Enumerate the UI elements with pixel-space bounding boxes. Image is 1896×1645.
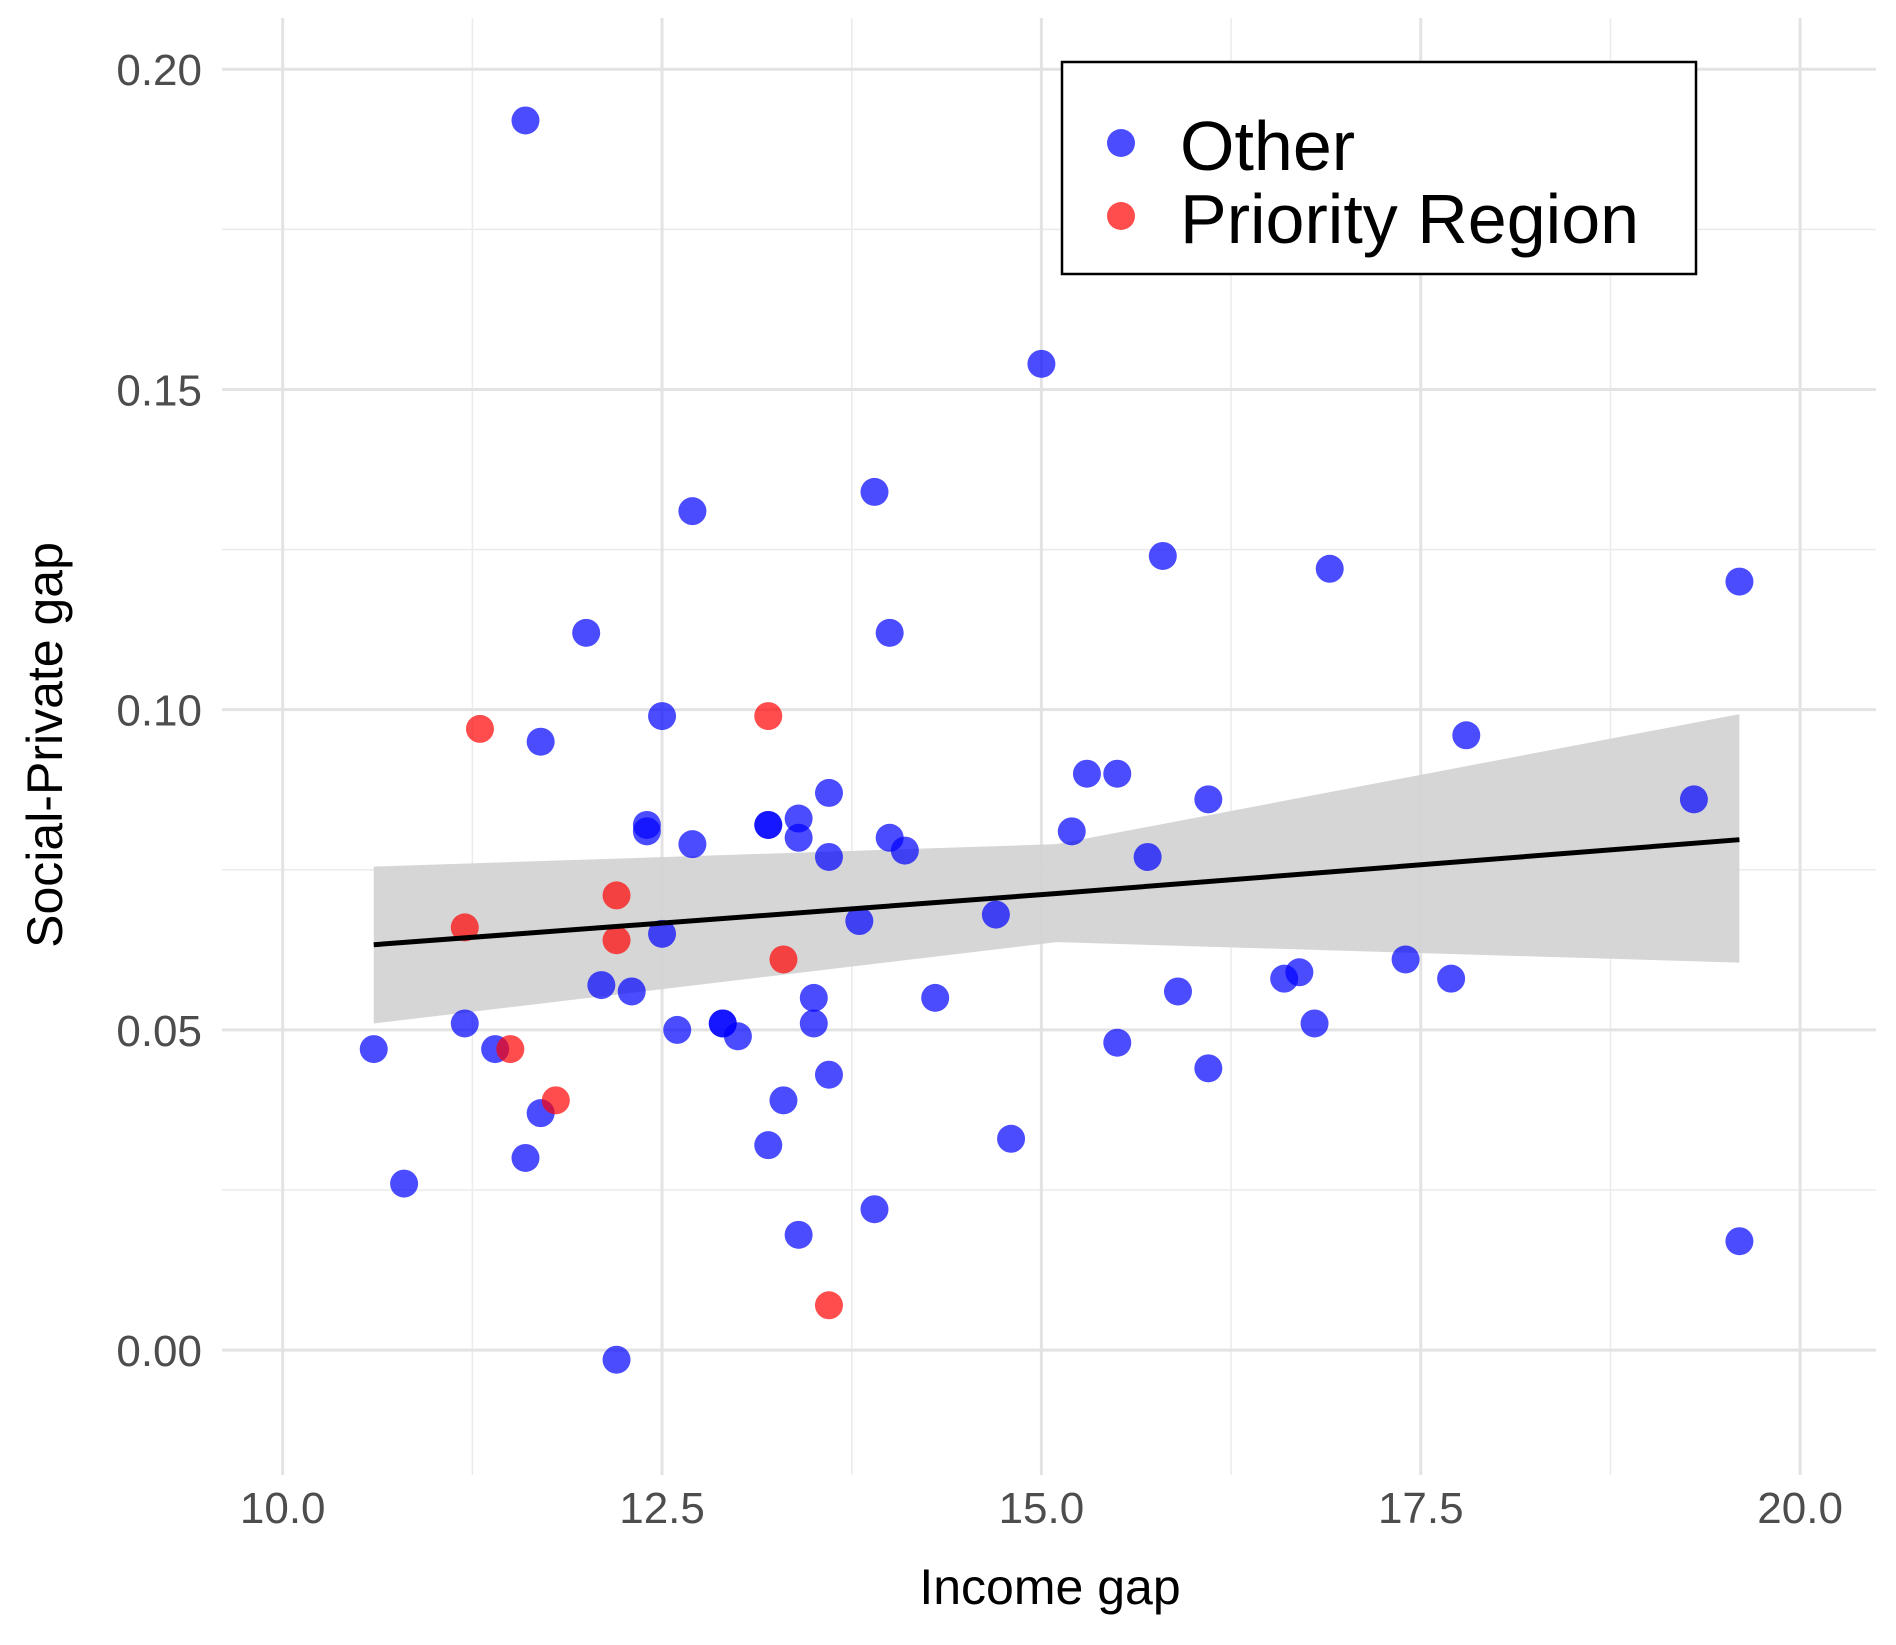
data-point-other [572,618,601,647]
data-point-other [784,823,813,852]
y-tick-label: 0.10 [116,687,202,736]
data-point-other [1437,964,1466,993]
data-point-other [1725,1227,1754,1256]
data-point-other [1103,759,1132,788]
data-point-other [663,1015,692,1044]
data-point-other [754,810,783,839]
data-point-other [1057,817,1086,846]
legend-key-other [1107,129,1135,157]
data-point-other [875,618,904,647]
data-point-other [359,1035,388,1064]
data-point-other [890,836,919,865]
data-point-other [678,497,707,526]
legend-label-priority-region: Priority Region [1180,180,1639,258]
data-point-other [1285,958,1314,987]
data-point-other [1194,785,1223,814]
data-point-other [814,1060,843,1089]
data-point-other [1725,567,1754,596]
y-tick-label: 0.00 [116,1327,202,1376]
data-point-other [769,1086,798,1115]
data-point-other [754,1131,783,1160]
legend-label-other: Other [1180,107,1355,185]
data-point-priority-region [602,926,631,955]
x-tick-label: 10.0 [240,1484,326,1533]
data-point-other [860,1195,889,1224]
x-tick-label: 20.0 [1757,1484,1843,1533]
data-point-other [648,702,677,731]
data-point-other [1148,541,1177,570]
data-point-priority-region [769,945,798,974]
data-point-other [390,1169,419,1198]
data-point-priority-region [450,913,479,942]
x-tick-label: 17.5 [1378,1484,1464,1533]
data-point-other [511,1143,540,1172]
data-point-priority-region [465,714,494,743]
legend: Other Priority Region [1060,60,1698,276]
data-point-other [602,1345,631,1374]
data-point-priority-region [814,1291,843,1320]
data-point-priority-region [496,1035,525,1064]
data-point-priority-region [754,702,783,731]
data-point-other [648,919,677,948]
data-point-other [632,817,661,846]
data-point-other [1027,349,1056,378]
data-point-other [981,900,1010,929]
data-point-other [1103,1028,1132,1057]
y-tick-label: 0.05 [116,1007,202,1056]
data-point-priority-region [541,1086,570,1115]
data-point-other [526,727,555,756]
data-point-other [799,983,828,1012]
data-point-other [1391,945,1420,974]
x-tick-label: 12.5 [619,1484,705,1533]
data-point-other [723,1022,752,1051]
confidence-band-layer [373,714,1740,1024]
data-point-other [587,971,616,1000]
data-point-other [1163,977,1192,1006]
legend-box [1060,60,1698,276]
data-point-other [1679,785,1708,814]
data-point-other [1315,554,1344,583]
data-point-other [784,1220,813,1249]
data-point-other [784,804,813,833]
data-point-priority-region [602,881,631,910]
data-point-other [1194,1054,1223,1083]
confidence-band [373,714,1740,1024]
data-point-other [845,907,874,936]
x-axis-title: Income gap [919,1559,1180,1615]
data-point-other [1072,759,1101,788]
y-tick-label: 0.20 [116,46,202,95]
data-point-other [678,830,707,859]
y-tick-label: 0.15 [116,366,202,415]
data-point-other [860,477,889,506]
data-point-other [1452,721,1481,750]
data-point-other [617,977,646,1006]
y-axis-title: Social-Private gap [17,542,73,948]
trend-line-layer [373,837,1740,948]
data-point-other [1300,1009,1329,1038]
data-point-other [799,1009,828,1038]
data-point-other [921,983,950,1012]
data-point-other [997,1124,1026,1153]
legend-key-priority-region [1107,202,1135,230]
data-point-other [511,106,540,135]
data-point-other [1133,842,1162,871]
x-tick-label: 15.0 [999,1484,1085,1533]
trend-line [373,837,1740,948]
data-point-other [814,842,843,871]
data-point-other [450,1009,479,1038]
y-tick-labels: 0.00 0.05 0.10 0.15 0.20 [116,46,202,1376]
x-tick-labels: 10.0 12.5 15.0 17.5 20.0 [240,1484,1843,1533]
points-layer [359,106,1754,1374]
data-point-other [814,778,843,807]
